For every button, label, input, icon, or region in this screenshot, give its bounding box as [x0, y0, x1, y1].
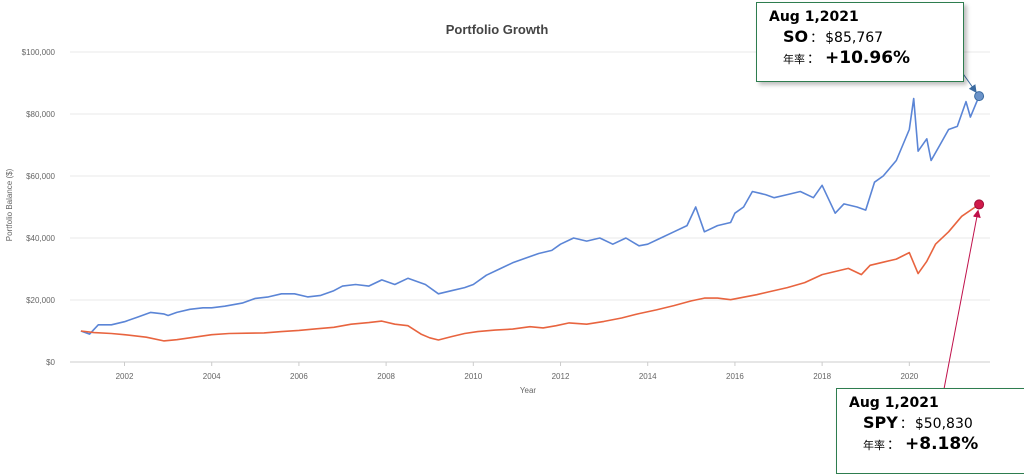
x-axis-label: Year [520, 386, 537, 395]
gridlines [70, 51, 990, 301]
spy-callout-date: Aug 1,2021 [849, 395, 939, 411]
x-tick-label: 2016 [726, 372, 744, 381]
series-group [80, 91, 985, 342]
so-callout-sep: ： [810, 31, 824, 46]
x-tick-label: 2006 [290, 372, 308, 381]
spy-callout-cagr-sep: ： [887, 438, 901, 453]
x-tick-label: 2012 [552, 372, 570, 381]
spy-callout-cagr: +8.18% [905, 434, 979, 454]
so-callout-ticker: SO [783, 27, 809, 46]
so-callout-cagr-sep: ： [807, 52, 821, 67]
spy-callout-sep: ： [899, 417, 913, 432]
x-axis-ticks: 2002 2004 2006 2008 2010 2012 2014 2016 2018 2020 [116, 362, 919, 381]
y-tick-label: $20,000 [26, 296, 55, 305]
x-tick-label: 2010 [464, 372, 482, 381]
so-callout-cagr-label: 年率 [783, 53, 805, 66]
spy-callout: Aug 1,2021 SPY： $50,830 年率： +8.18% [836, 388, 1024, 474]
endpoint-marker-spy [974, 199, 985, 210]
series-line-spy [80, 203, 980, 342]
y-tick-label: $40,000 [26, 234, 55, 243]
callout-connectors [941, 43, 981, 390]
y-axis-ticks: $0 $20,000 $40,000 $60,000 $80,000 $100,000 [22, 48, 56, 367]
y-tick-label: $60,000 [26, 172, 55, 181]
y-axis-label: Portfolio Balance ($) [5, 168, 14, 241]
x-tick-label: 2018 [813, 372, 831, 381]
x-tick-label: 2008 [377, 372, 395, 381]
spy-callout-cagr-label: 年率 [863, 439, 885, 452]
spy-callout-value: $50,830 [914, 416, 973, 432]
so-callout-cagr: +10.96% [825, 48, 911, 68]
y-tick-label: $80,000 [26, 110, 55, 119]
endpoint-marker-so [974, 91, 985, 102]
y-tick-label: $0 [46, 358, 55, 367]
spy-callout-connector [943, 209, 981, 390]
x-tick-label: 2014 [639, 372, 657, 381]
x-tick-label: 2020 [900, 372, 918, 381]
x-tick-label: 2002 [116, 372, 134, 381]
so-callout-value: $85,767 [825, 30, 884, 46]
so-callout: Aug 1,2021 SO： $85,767 年率： +10.96% [756, 2, 964, 82]
y-tick-label: $100,000 [22, 48, 56, 57]
x-tick-label: 2004 [203, 372, 221, 381]
so-callout-date: Aug 1,2021 [769, 9, 859, 25]
spy-callout-ticker: SPY [863, 413, 898, 432]
chart-title: Portfolio Growth [446, 22, 549, 37]
series-line-so [80, 95, 980, 335]
